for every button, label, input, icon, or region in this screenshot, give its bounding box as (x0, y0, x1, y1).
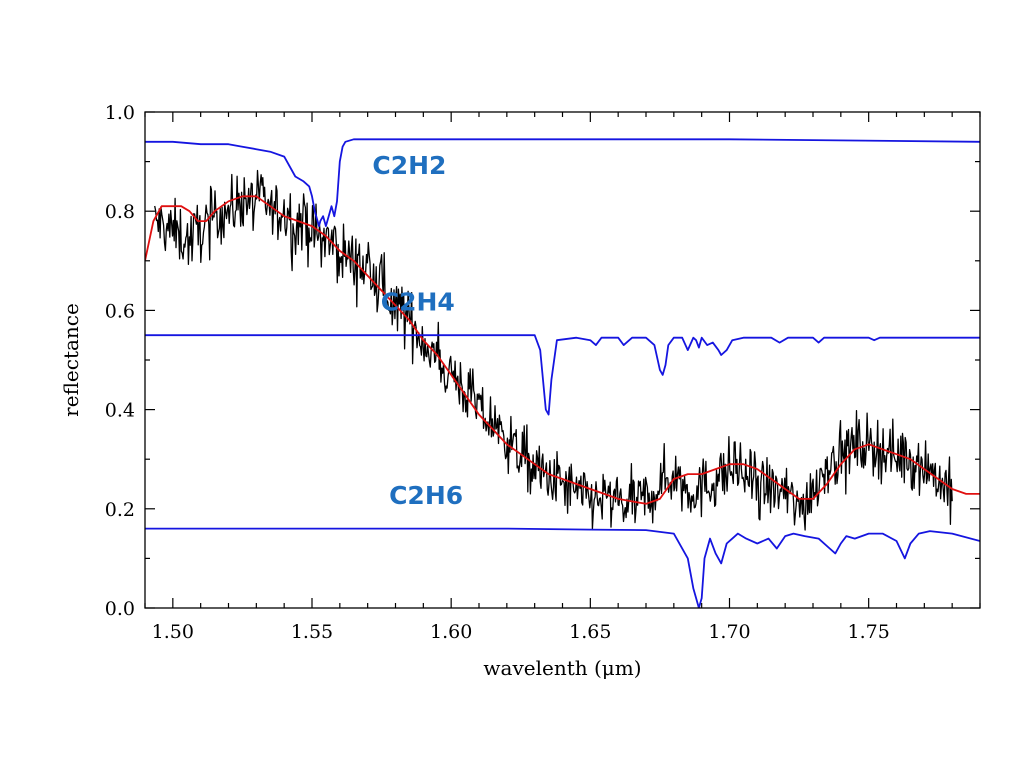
c2h6-spectrum (145, 527, 980, 608)
y-tick-label: 0.4 (105, 400, 135, 422)
model-fit (145, 195, 980, 505)
x-axis-title: wavelenth (μm) (483, 656, 641, 680)
tick-labels: 1.50 1.55 1.60 1.65 1.70 1.75 0.0 0.2 0.4 0.6 0.8 1… (105, 102, 890, 643)
plot-area (144, 111, 981, 609)
x-tick-label: 1.50 (152, 621, 194, 643)
y-tick-label: 0.0 (105, 598, 135, 620)
species-label-c2h2: C2H2 (372, 151, 446, 180)
c2h2-spectrum (145, 138, 980, 227)
x-tick-label: 1.60 (430, 621, 472, 643)
y-axis-title: reflectance (59, 303, 83, 417)
y-tick-label: 0.8 (105, 201, 135, 223)
x-tick-label: 1.55 (291, 621, 333, 643)
y-tick-label: 1.0 (105, 102, 135, 124)
c2h4-spectrum (145, 334, 980, 416)
axis-ticks (144, 111, 981, 609)
observed-spectrum (154, 169, 953, 531)
y-tick-label: 0.6 (105, 300, 135, 322)
x-tick-label: 1.75 (848, 621, 890, 643)
x-tick-label: 1.65 (569, 621, 611, 643)
x-tick-label: 1.70 (708, 621, 750, 643)
species-label-c2h4: C2H4 (381, 287, 455, 316)
species-label-c2h6: C2H6 (389, 481, 463, 510)
y-tick-label: 0.2 (105, 499, 135, 521)
plot-frame (144, 111, 981, 609)
species-annotations: C2H2 C2H4 C2H6 (372, 151, 463, 510)
